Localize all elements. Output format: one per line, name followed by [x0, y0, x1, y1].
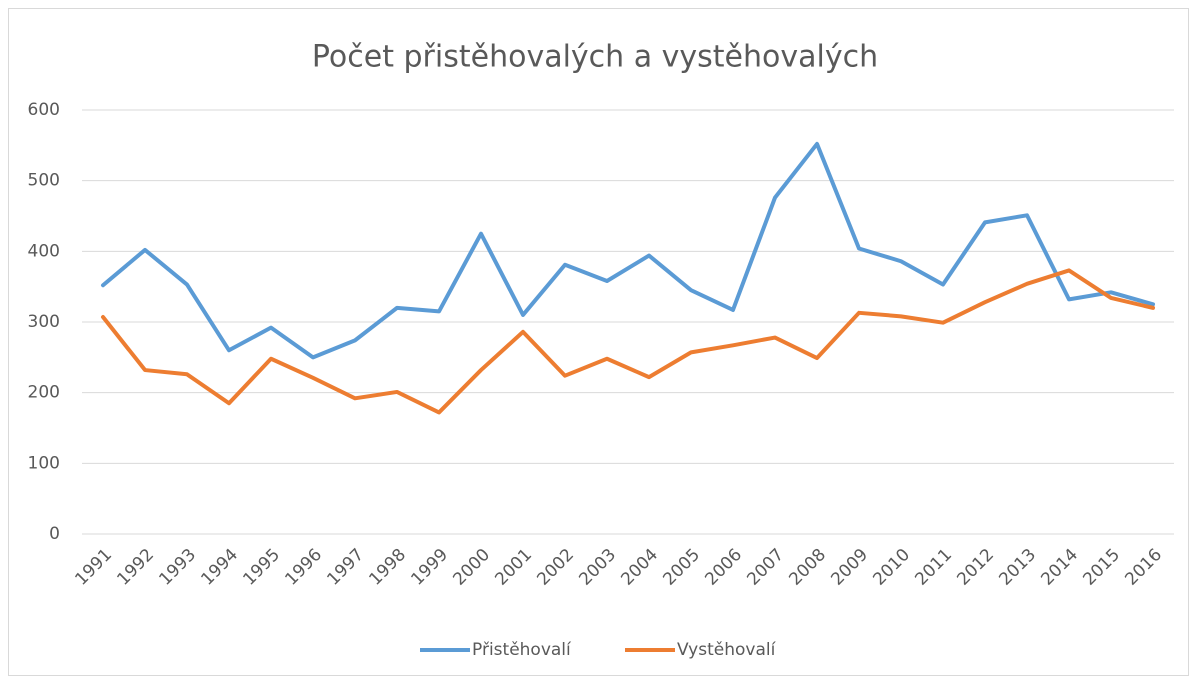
- y-tick-label: 500: [28, 171, 60, 191]
- line-series: [101, 141, 1155, 360]
- y-tick-label: 100: [28, 453, 60, 473]
- chart-title: Počet přistěhovalých a vystěhovalých: [312, 40, 878, 75]
- legend-label: Vystěhovalí: [677, 640, 777, 660]
- legend-label: Přistěhovalí: [472, 640, 572, 660]
- chart-border: [8, 8, 1189, 676]
- y-tick-label: 400: [28, 241, 60, 261]
- y-tick-label: 600: [28, 100, 60, 120]
- y-tick-label: 0: [49, 524, 60, 544]
- line-series: [101, 268, 1155, 415]
- y-tick-label: 300: [28, 312, 60, 332]
- y-tick-label: 200: [28, 383, 60, 403]
